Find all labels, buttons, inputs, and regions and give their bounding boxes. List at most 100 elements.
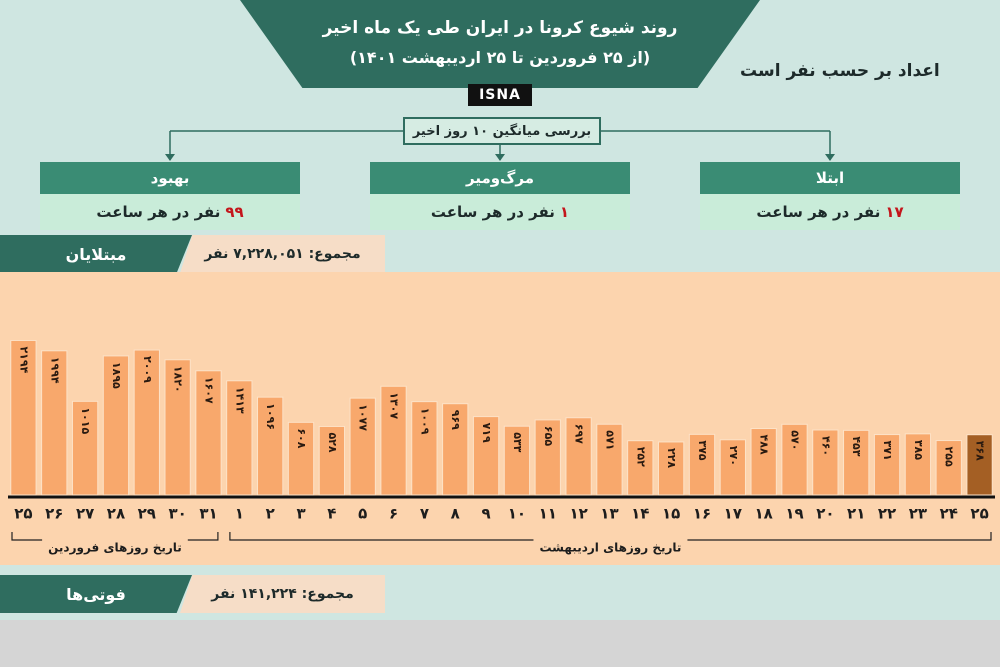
box-label: بهبود [40, 162, 300, 194]
x-tick-label: ۱۷ [724, 505, 742, 523]
x-tick-label: ۴ [327, 505, 336, 523]
x-tick-label: ۱۲ [569, 505, 587, 523]
bar [627, 440, 654, 496]
value-label: ۱۰۱۵ [79, 407, 92, 434]
value-label: ۶۵۵ [542, 426, 555, 446]
group-label-bg [533, 538, 688, 556]
value-label: ۶۹۷ [573, 424, 586, 444]
bar [41, 350, 68, 496]
x-tick-label: ۹ [482, 505, 491, 523]
box-value: ۱۷ [885, 203, 904, 221]
x-tick-label: ۱۹ [785, 505, 803, 523]
value-label: ۳۶۸ [974, 441, 987, 461]
title: روند شیوع کرونا در ایران طی یک ماه اخیر [322, 17, 678, 38]
bar [349, 397, 376, 496]
value-label: ۳۸۵ [912, 440, 925, 460]
bar [411, 401, 438, 496]
bar [750, 428, 777, 496]
value-label: ۲۲۸ [665, 448, 678, 468]
box-label: ابتلا [700, 162, 960, 194]
bar [935, 440, 962, 496]
value-label: ۱۳۰۷ [388, 392, 401, 419]
x-tick-label: ۱۰ [508, 505, 526, 523]
value-label: ۴۸۸ [758, 435, 771, 455]
value-label: ۱۰۰۹ [418, 408, 431, 435]
x-tick-label: ۱۵ [662, 505, 680, 523]
bar [966, 434, 993, 496]
x-tick-label: ۱۶ [693, 505, 711, 523]
value-label: ۵۲۸ [326, 432, 339, 452]
x-tick-label: ۱۳ [600, 505, 618, 523]
group-label: تاریخ روزهای فروردین [48, 541, 182, 556]
box-value: ۹۹ [225, 203, 244, 221]
value-label: ۴۵۳ [850, 436, 863, 456]
value-label: ۷۱۹ [480, 423, 493, 443]
bar [318, 425, 346, 496]
x-tick-label: ۵ [358, 505, 367, 523]
x-tick-label: ۳۰ [168, 505, 186, 523]
value-label: ۱۸۲۰ [172, 366, 185, 393]
x-tick-label: ۲۱ [847, 505, 865, 523]
x-tick-label: ۱۸ [755, 505, 773, 523]
unit-note: اعداد بر حسب نفر است [740, 61, 940, 81]
box-unit: نفر در هر ساعت [756, 203, 881, 221]
value-label: ۲۰۰۹ [141, 356, 154, 383]
bar [503, 425, 531, 496]
bar [781, 423, 808, 496]
x-tick-label: ۲۹ [138, 505, 156, 523]
infected-label: مبتلایان [0, 235, 192, 273]
box-label: مرگ‌ومیر [370, 162, 630, 194]
chart: ۲۱۹۴۲۵۱۹۹۴۲۶۱۰۱۵۲۷۱۸۹۵۲۸۲۰۰۹۲۹۱۸۲۰۳۰۱۶۰۷… [0, 272, 1000, 565]
x-tick-label: ۶ [389, 505, 398, 523]
bar [226, 380, 253, 496]
deaths-total: مجموع: ۱۴۱,۲۲۴ نفر [180, 575, 385, 613]
bar [812, 429, 839, 496]
value-label: ۳۷۵ [696, 440, 709, 460]
bar [71, 400, 99, 496]
x-tick-label: ۲۵ [14, 505, 32, 523]
bar [688, 433, 716, 496]
bar [873, 434, 901, 496]
source-tag: ISNA [468, 84, 532, 106]
value-label: ۱۸۹۵ [110, 362, 123, 389]
x-tick-label: ۲۷ [76, 505, 94, 523]
bar [719, 439, 746, 496]
bar [10, 339, 37, 496]
value-label: ۶۰۸ [295, 428, 308, 448]
value-label: ۲۷۰ [727, 446, 740, 466]
value-label: ۲۵۵ [943, 447, 956, 467]
summary-box: بهبود ۹۹ نفر در هر ساعت [40, 162, 300, 230]
x-tick-label: ۷ [420, 505, 429, 523]
bar [287, 421, 315, 496]
bar [904, 433, 932, 496]
value-label: ۱۶۰۷ [202, 377, 215, 404]
x-tick-label: ۱۴ [631, 505, 649, 523]
bar [843, 429, 870, 496]
x-tick-label: ۲۸ [107, 505, 125, 523]
x-tick-label: ۲۰ [816, 505, 834, 523]
x-tick-label: ۲۲ [878, 505, 896, 523]
bar [472, 416, 500, 496]
value-label: ۱۰۹۶ [264, 403, 277, 430]
value-label: ۱۰۷۷ [357, 404, 370, 431]
x-tick-label: ۱ [235, 505, 244, 523]
deaths-band: فوتی‌ها مجموع: ۱۴۱,۲۲۴ نفر [0, 565, 1000, 620]
group-label-bg [42, 538, 188, 556]
bar [133, 349, 160, 496]
x-tick-label: ۸ [451, 505, 460, 523]
x-tick-label: ۲ [266, 505, 275, 523]
infected-band: مبتلایان مجموع: ۷,۲۲۸,۰۵۱ نفر [0, 235, 1000, 273]
x-tick-label: ۲۶ [45, 505, 63, 523]
value-label: ۵۷۱ [603, 430, 616, 450]
group-label: تاریخ روزهای اردیبهشت [539, 541, 681, 556]
bar [164, 359, 191, 496]
bar [380, 385, 407, 496]
bar [657, 441, 685, 496]
title-banner: روند شیوع کرونا در ایران طی یک ماه اخیر … [240, 0, 760, 88]
value-label: ۱۴۱۳ [233, 387, 246, 414]
bar [257, 396, 284, 496]
bar [195, 370, 222, 496]
x-tick-label: ۲۴ [940, 505, 958, 523]
value-label: ۹۶۹ [449, 410, 462, 430]
